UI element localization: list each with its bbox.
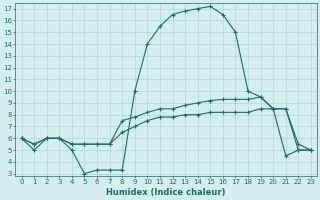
X-axis label: Humidex (Indice chaleur): Humidex (Indice chaleur) [107,188,226,197]
